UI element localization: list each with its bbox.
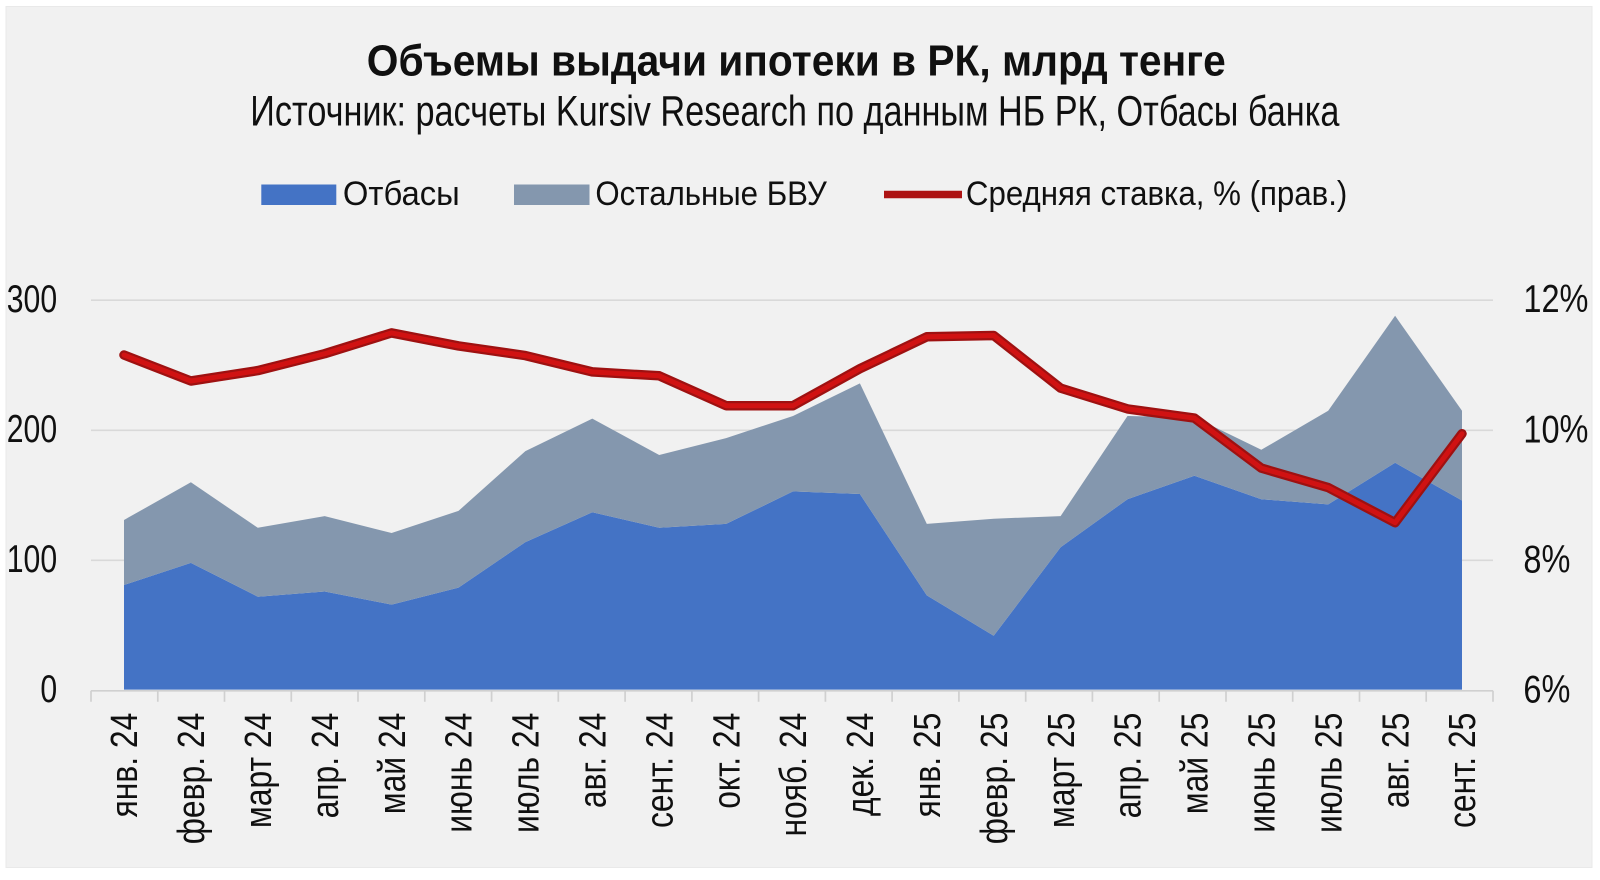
svg-text:янв. 24: янв. 24 <box>104 713 146 818</box>
svg-text:февр. 24: февр. 24 <box>171 713 213 845</box>
svg-text:сент. 25: сент. 25 <box>1442 713 1484 828</box>
svg-text:Отбасы: Отбасы <box>343 176 460 214</box>
svg-text:200: 200 <box>7 409 57 451</box>
svg-text:авг. 24: авг. 24 <box>572 713 614 808</box>
svg-text:март 24: март 24 <box>237 713 279 828</box>
svg-text:март 25: март 25 <box>1040 713 1082 828</box>
svg-text:май 24: май 24 <box>371 713 413 815</box>
svg-text:Источник: расчеты Kursiv Resea: Источник: расчеты Kursiv Research по дан… <box>250 88 1340 135</box>
svg-text:Объемы выдачи ипотеки в РК, мл: Объемы выдачи ипотеки в РК, млрд тенге <box>367 36 1226 85</box>
svg-text:0: 0 <box>40 669 57 711</box>
svg-text:300: 300 <box>7 279 57 321</box>
svg-text:6%: 6% <box>1523 668 1570 711</box>
svg-text:июнь 25: июнь 25 <box>1241 713 1283 833</box>
svg-text:июль 25: июль 25 <box>1308 713 1350 833</box>
svg-text:май 25: май 25 <box>1174 713 1216 815</box>
svg-text:дек. 24: дек. 24 <box>840 713 882 816</box>
svg-text:апр. 24: апр. 24 <box>304 713 346 819</box>
svg-text:8%: 8% <box>1523 538 1570 581</box>
svg-text:12%: 12% <box>1523 278 1588 321</box>
svg-text:янв. 25: янв. 25 <box>906 713 948 818</box>
svg-text:100: 100 <box>7 539 57 581</box>
svg-text:нояб. 24: нояб. 24 <box>773 713 815 837</box>
svg-text:сент. 24: сент. 24 <box>639 713 681 828</box>
svg-text:10%: 10% <box>1523 408 1588 451</box>
svg-text:апр. 25: апр. 25 <box>1107 713 1149 819</box>
svg-text:июнь 24: июнь 24 <box>438 713 480 833</box>
svg-text:Средняя ставка, % (прав.): Средняя ставка, % (прав.) <box>966 174 1347 213</box>
svg-text:окт. 24: окт. 24 <box>706 713 748 809</box>
svg-text:Остальные БВУ: Остальные БВУ <box>595 174 827 213</box>
svg-text:февр. 25: февр. 25 <box>973 713 1015 845</box>
svg-text:июль 24: июль 24 <box>505 713 547 833</box>
svg-text:авг. 25: авг. 25 <box>1375 713 1417 808</box>
